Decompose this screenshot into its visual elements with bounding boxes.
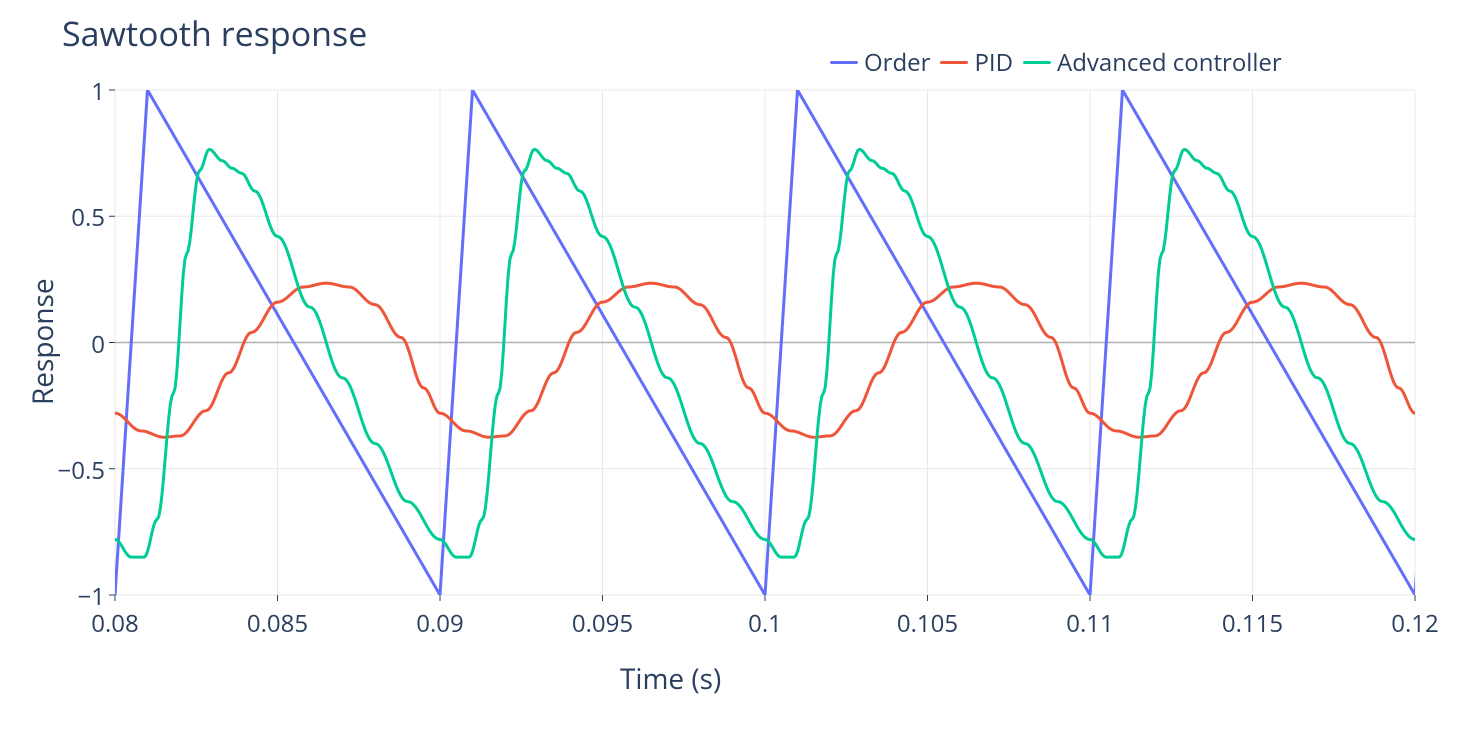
x-tick-label: 0.09 (390, 607, 490, 640)
y-tick-label: 0.5 (45, 201, 105, 234)
y-tick-label: 1 (45, 75, 105, 108)
x-tick-label: 0.095 (553, 607, 653, 640)
x-tick-label: 0.085 (228, 607, 328, 640)
y-tick-label: 0 (45, 328, 105, 361)
x-tick-label: 0.11 (1040, 607, 1140, 640)
x-axis-label: Time (s) (620, 660, 721, 698)
x-tick-label: 0.105 (878, 607, 978, 640)
chart-container: Sawtooth response OrderPIDAdvanced contr… (0, 0, 1465, 737)
x-tick-label: 0.12 (1365, 607, 1465, 640)
y-tick-label: −0.5 (45, 454, 105, 487)
x-tick-label: 0.115 (1203, 607, 1303, 640)
x-tick-label: 0.1 (715, 607, 815, 640)
y-tick-label: −1 (45, 580, 105, 613)
